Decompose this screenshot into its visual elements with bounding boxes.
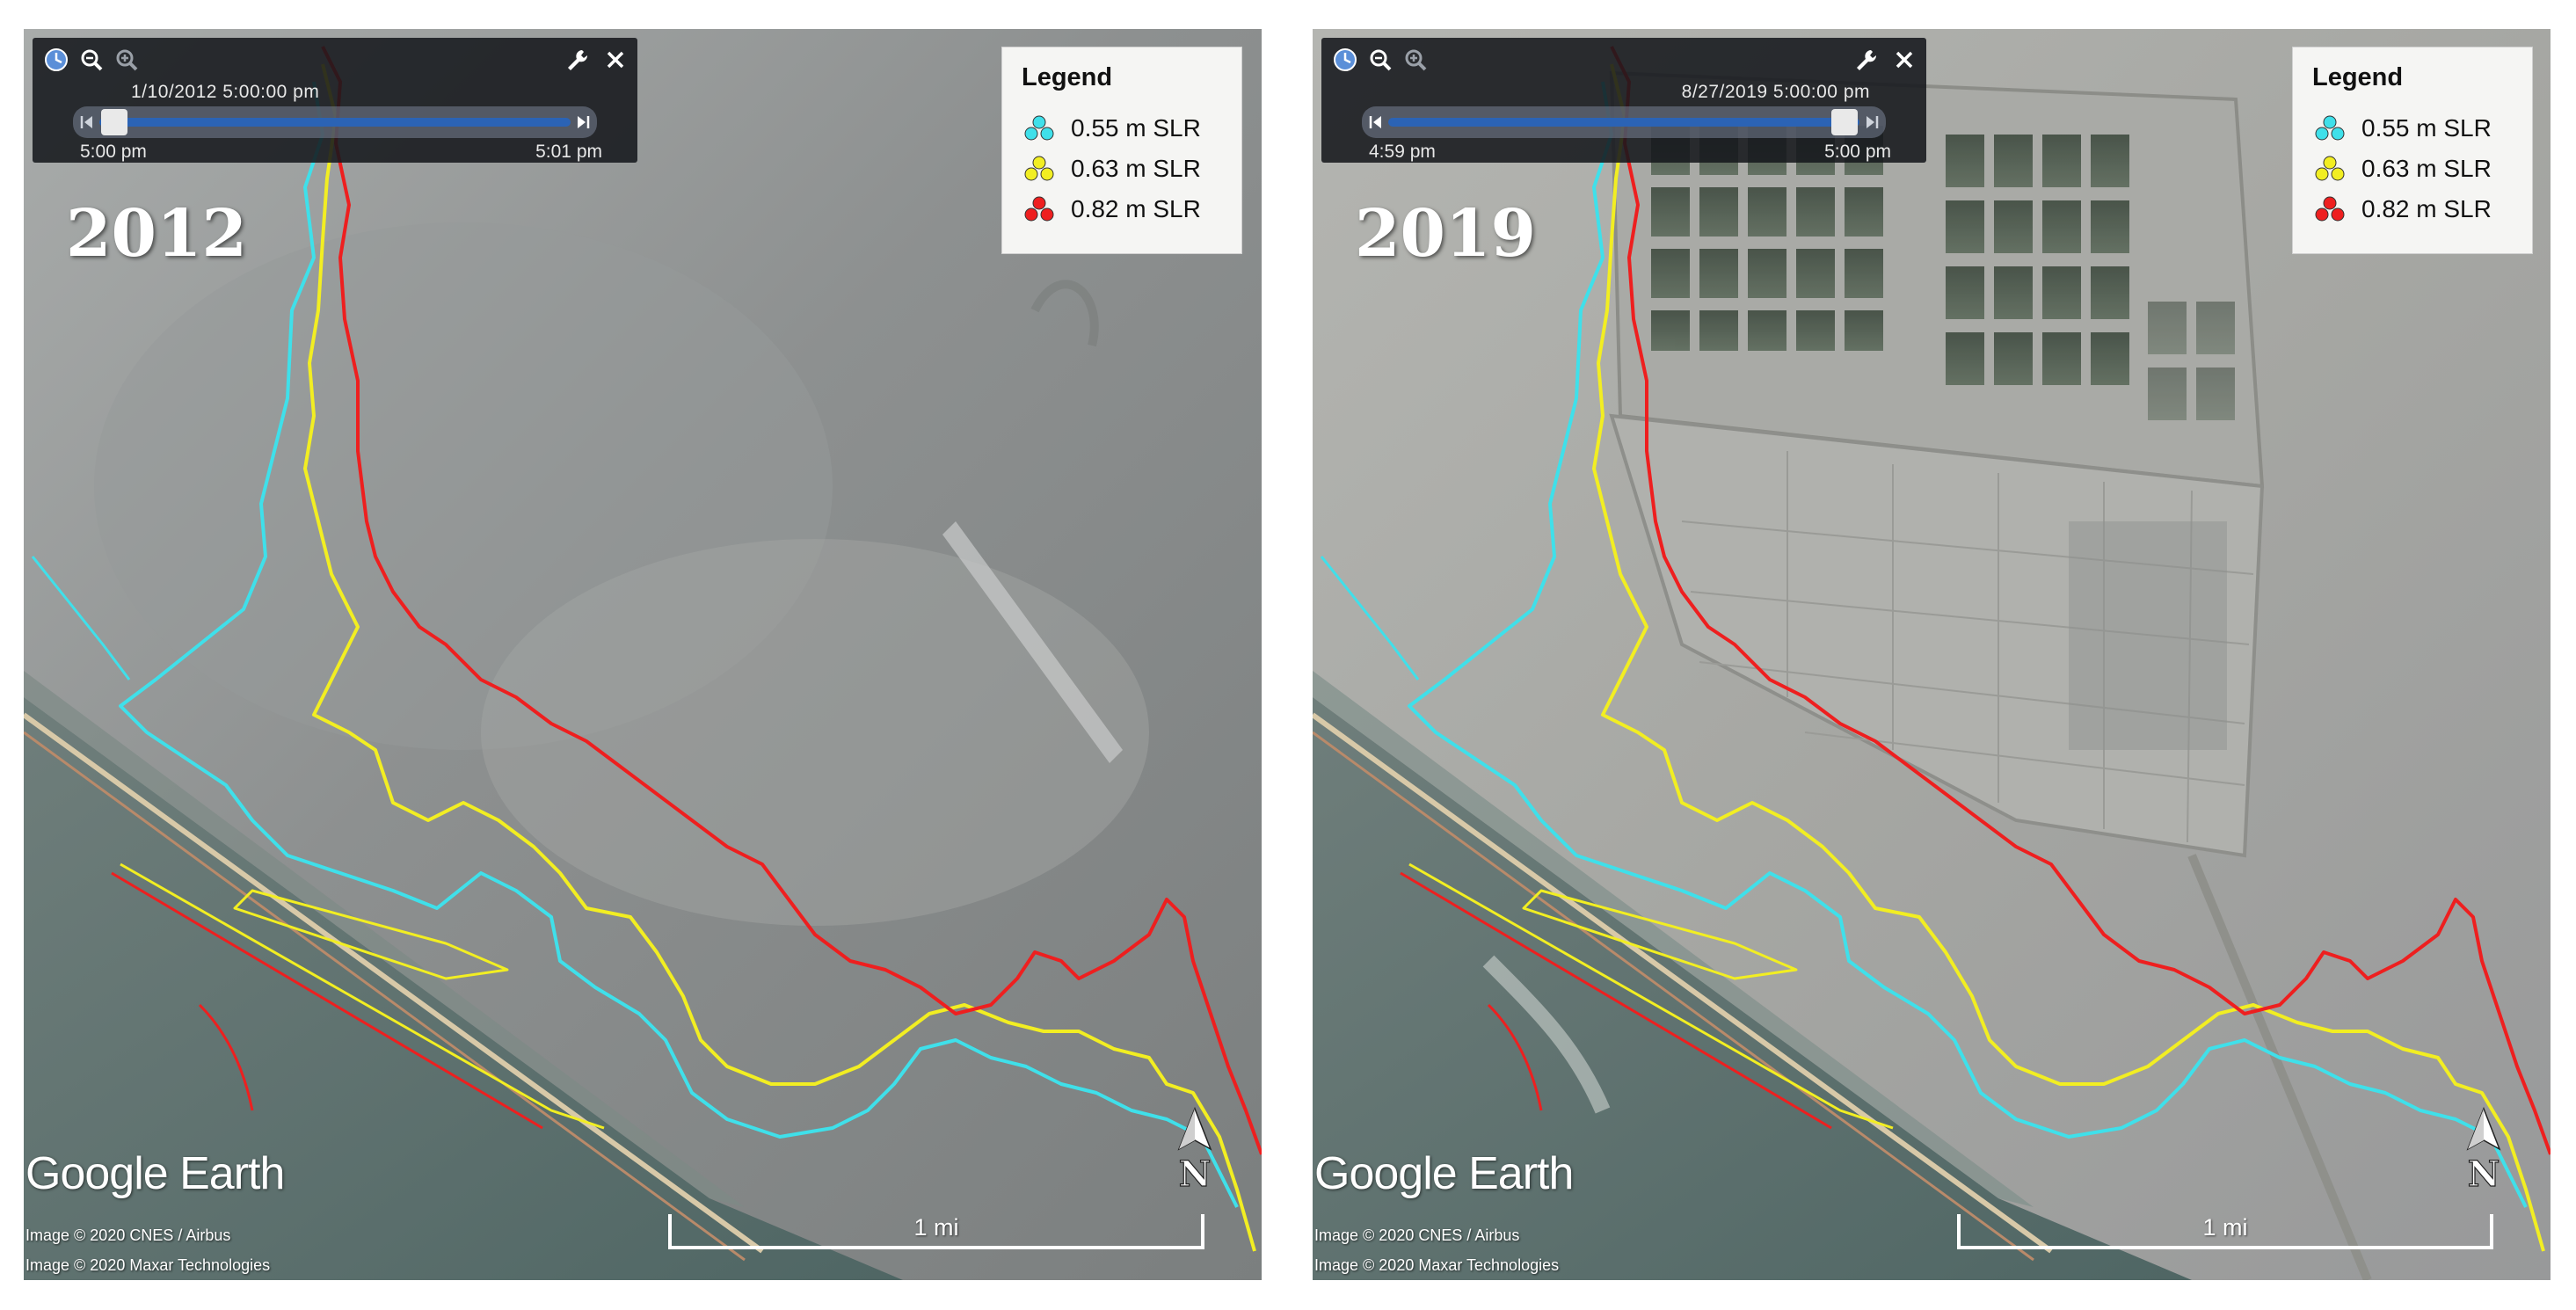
legend-item-0-55: 0.55 m SLR [1022,111,1201,146]
legend-item-0-82: 0.82 m SLR [1022,192,1201,227]
slider-datetime: 8/27/2019 5:00:00 pm [1681,82,1870,102]
time-slider[interactable]: 8/27/2019 5:00:00 pm 4:59 pm 5:00 pm [1321,38,1926,163]
contour-0-63m [303,63,1256,1252]
skip-start-icon[interactable] [1365,112,1386,133]
slider-handle[interactable] [1831,109,1858,135]
satellite-map[interactable] [1313,29,2551,1280]
contour-0-63m [1592,63,2545,1252]
legend-label: 0.82 m SLR [2361,195,2492,222]
skip-end-icon[interactable] [1861,112,1882,133]
legend-title: Legend [1022,63,1113,91]
image-credit: Image © 2020 CNES / Airbus [25,1226,231,1244]
wrench-icon[interactable] [564,47,590,73]
contour-0-55m [119,81,1239,1208]
image-credit: Image © 2020 Maxar Technologies [1314,1256,1560,1274]
north-arrow-icon: N [2466,1107,2501,1191]
cyan-paddle-icon [2315,115,2345,141]
scale-label: 1 mi [913,1214,959,1241]
close-icon[interactable] [1891,47,1917,73]
legend-label: 0.55 m SLR [2361,114,2492,142]
skip-end-icon[interactable] [572,112,593,133]
clock-icon[interactable] [43,47,69,73]
zoom-out-icon[interactable] [78,47,105,73]
wrench-icon[interactable] [1852,47,1879,73]
legend: Legend 0.55 m SLR 0.63 m SLR 0.82 m SLR [2292,47,2533,254]
red-paddle-icon [2315,196,2345,222]
north-label: N [1179,1154,1212,1191]
legend-item-0-63: 0.63 m SLR [1022,151,1201,186]
slider-track-container[interactable] [73,106,597,138]
legend-label: 0.63 m SLR [2361,155,2492,182]
slider-end-label: 5:00 pm [1824,142,1891,162]
contour-0-82m [321,46,1262,1155]
slider-start-label: 4:59 pm [1369,142,1436,162]
north-label: N [2468,1154,2500,1191]
year-label: 2012 [66,196,247,272]
skip-start-icon[interactable] [76,112,98,133]
scale-bar: 1 mi [668,1214,1204,1249]
slider-end-label: 5:01 pm [535,142,602,162]
red-paddle-icon [1024,196,1054,222]
zoom-in-icon[interactable] [1402,47,1429,73]
contour-0-55m [1408,81,2528,1208]
slider-start-label: 5:00 pm [80,142,147,162]
legend-label: 0.55 m SLR [1071,114,1201,142]
zoom-in-icon[interactable] [113,47,140,73]
slider-track[interactable] [1388,118,1859,127]
map-panel-2019[interactable]: 8/27/2019 5:00:00 pm 4:59 pm 5:00 pm Leg… [1313,29,2551,1280]
close-icon[interactable] [602,47,629,73]
map-panel-2012[interactable]: 1/10/2012 5:00:00 pm 5:00 pm 5:01 pm Leg… [24,29,1262,1280]
cyan-paddle-icon [1024,115,1054,141]
contour-0-82m [1610,46,2551,1155]
year-label: 2019 [1355,196,1536,272]
google-earth-logo: Google Earth [1314,1148,1574,1199]
legend-item-0-55: 0.55 m SLR [2312,111,2492,146]
slider-track-container[interactable] [1362,106,1886,138]
legend-label: 0.63 m SLR [1071,155,1201,182]
slider-handle[interactable] [101,109,127,135]
image-credit: Image © 2020 CNES / Airbus [1314,1226,1520,1244]
scale-label: 1 mi [2202,1214,2248,1241]
legend-label: 0.82 m SLR [1071,195,1201,222]
legend-title: Legend [2312,63,2404,91]
zoom-out-icon[interactable] [1367,47,1394,73]
yellow-paddle-icon [2315,156,2345,181]
yellow-paddle-icon [1024,156,1054,181]
legend: Legend 0.55 m SLR 0.63 m SLR 0.82 m SLR [1001,47,1242,254]
legend-item-0-63: 0.63 m SLR [2312,151,2492,186]
slider-datetime: 1/10/2012 5:00:00 pm [131,82,320,102]
image-credit: Image © 2020 Maxar Technologies [25,1256,271,1274]
legend-item-0-82: 0.82 m SLR [2312,192,2492,227]
google-earth-logo: Google Earth [25,1148,285,1199]
north-arrow-icon: N [1177,1107,1212,1191]
slider-track[interactable] [99,118,571,127]
scale-bar: 1 mi [1957,1214,2493,1249]
time-slider[interactable]: 1/10/2012 5:00:00 pm 5:00 pm 5:01 pm [33,38,637,163]
clock-icon[interactable] [1332,47,1358,73]
